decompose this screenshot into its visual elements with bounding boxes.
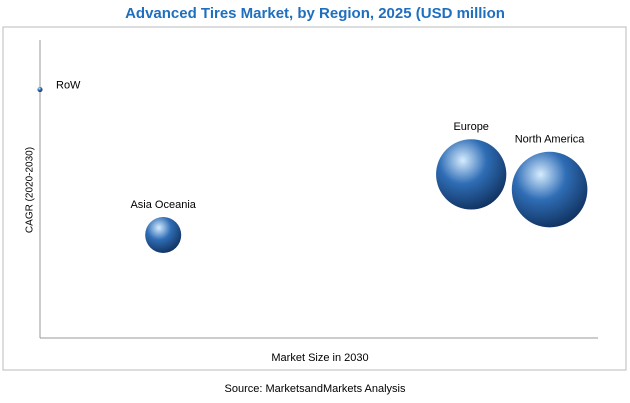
bubble-label: North America (515, 134, 586, 146)
bubble (511, 151, 588, 228)
bubble (436, 139, 507, 210)
chart-title: Advanced Tires Market, by Region, 2025 (… (125, 5, 505, 22)
bubble-label: Europe (453, 121, 488, 133)
source: Source: MarketsandMarkets Analysis (225, 383, 406, 395)
bubble-label: RoW (56, 79, 81, 91)
bubble-label: Asia Oceania (130, 199, 196, 211)
x-axis-label: Market Size in 2030 (271, 352, 368, 364)
y-axis-label: CAGR (2020-2030) (25, 147, 36, 233)
bubble (145, 216, 182, 254)
plot-frame (2, 26, 627, 371)
bubble (37, 86, 43, 93)
